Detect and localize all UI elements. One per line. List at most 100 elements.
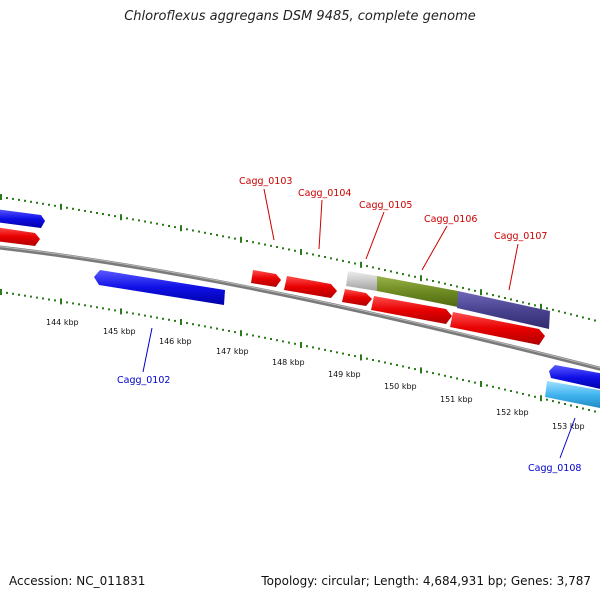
minor-tick: [564, 311, 566, 314]
minor-tick: [246, 240, 248, 242]
minor-tick: [318, 347, 320, 350]
major-tick: [480, 289, 482, 296]
minor-tick: [12, 197, 14, 200]
gene-arrow-cagg-0106[interactable]: [377, 276, 458, 307]
gene-label-cagg-0106[interactable]: Cagg_0106: [424, 214, 477, 225]
minor-tick: [516, 299, 518, 302]
accession-text: Accession: NC_011831: [9, 574, 146, 588]
gene-arrow-cagg-0105[interactable]: [346, 271, 377, 291]
gene-arrow-cagg-0105a[interactable]: [342, 289, 372, 306]
gene-arrow-cagg-0107a[interactable]: [450, 312, 545, 345]
minor-tick: [474, 381, 476, 384]
gene-arrow-cagg-0104[interactable]: [284, 276, 337, 298]
gene-label-cagg-0108[interactable]: Cagg_0108: [528, 463, 581, 474]
minor-tick: [138, 219, 140, 222]
minor-tick: [204, 231, 206, 234]
kbp-label: 150 kbp: [384, 382, 417, 391]
minor-tick: [72, 302, 74, 305]
minor-tick: [258, 242, 260, 245]
minor-tick: [510, 298, 512, 301]
minor-tick: [42, 297, 44, 300]
minor-tick: [510, 390, 512, 392]
minor-tick: [132, 312, 134, 315]
minor-tick: [150, 221, 152, 224]
minor-tick: [552, 308, 554, 311]
gene-label-cagg-0105[interactable]: Cagg_0105: [359, 200, 412, 211]
genes-reverse-strand: [0, 227, 550, 345]
minor-tick: [426, 370, 428, 373]
minor-tick: [594, 319, 596, 322]
gene-arrow-cagg-0102[interactable]: [94, 270, 225, 305]
gene-arrow-cyan[interactable]: [545, 381, 600, 409]
map-title: Chloroflexus aggregans DSM 9485, complet…: [124, 9, 476, 24]
genome-backbone-highlight: [0, 246, 600, 369]
minor-tick: [576, 406, 578, 408]
leader-line: [421, 225, 448, 271]
gene-label-cagg-0107[interactable]: Cagg_0107: [494, 231, 547, 242]
minor-tick: [438, 373, 440, 376]
minor-tick: [354, 262, 356, 265]
minor-tick: [294, 249, 296, 252]
minor-tick: [24, 199, 26, 202]
kbp-label: 151 kbp: [440, 395, 473, 404]
minor-tick: [582, 407, 584, 410]
genome-summary-text: Topology: circular; Length: 4,684,931 bp…: [261, 574, 591, 588]
minor-tick: [534, 304, 536, 307]
minor-tick: [192, 323, 194, 326]
gene-arrow-cagg-0108[interactable]: [549, 365, 600, 390]
gene-arrow-cagg-0103[interactable]: [251, 270, 281, 287]
major-tick: [420, 367, 422, 374]
minor-tick: [168, 225, 170, 227]
minor-tick: [342, 352, 344, 355]
minor-tick: [138, 313, 140, 316]
minor-tick: [408, 274, 410, 277]
minor-tick: [558, 401, 560, 404]
minor-tick: [384, 361, 386, 364]
minor-tick: [330, 257, 332, 260]
gene-arrow[interactable]: [0, 209, 45, 228]
minor-tick: [36, 201, 38, 204]
minor-tick: [222, 235, 224, 238]
minor-tick: [462, 378, 464, 381]
gene-label-cagg-0103[interactable]: Cagg_0103: [239, 176, 292, 187]
minor-tick: [114, 215, 116, 218]
minor-tick: [228, 329, 230, 332]
minor-tick: [198, 324, 200, 327]
minor-tick: [264, 243, 266, 246]
kbp-label: 146 kbp: [159, 337, 192, 346]
minor-tick: [42, 202, 44, 205]
minor-tick: [306, 252, 308, 255]
major-tick: [420, 275, 422, 282]
minor-tick: [558, 310, 560, 313]
minor-tick: [126, 311, 128, 314]
minor-tick: [396, 364, 398, 367]
minor-tick: [450, 376, 452, 379]
gene-arrow-cagg-0106a[interactable]: [371, 296, 452, 324]
minor-tick: [444, 374, 446, 377]
minor-tick: [144, 220, 146, 223]
major-tick: [60, 298, 62, 305]
minor-tick: [312, 253, 314, 256]
minor-tick: [438, 281, 440, 284]
minor-tick: [72, 207, 74, 210]
minor-tick: [90, 305, 92, 308]
minor-tick: [504, 297, 506, 299]
gene-label-cagg-0102[interactable]: Cagg_0102: [117, 375, 170, 386]
kbp-label: 152 kbp: [496, 408, 529, 417]
major-tick: [0, 289, 2, 295]
minor-tick: [462, 286, 464, 289]
minor-tick: [546, 398, 548, 401]
minor-tick: [216, 327, 218, 330]
minor-tick: [378, 360, 380, 363]
gene-arrow[interactable]: [0, 227, 40, 246]
minor-tick: [6, 291, 8, 294]
major-tick: [120, 214, 122, 221]
minor-tick: [18, 293, 20, 296]
minor-tick: [258, 335, 260, 338]
minor-tick: [564, 403, 566, 405]
minor-tick: [498, 295, 500, 298]
gene-arrow-cagg-0107[interactable]: [457, 291, 550, 329]
minor-tick: [414, 368, 416, 371]
gene-label-cagg-0104[interactable]: Cagg_0104: [298, 188, 351, 199]
minor-tick: [270, 244, 272, 247]
